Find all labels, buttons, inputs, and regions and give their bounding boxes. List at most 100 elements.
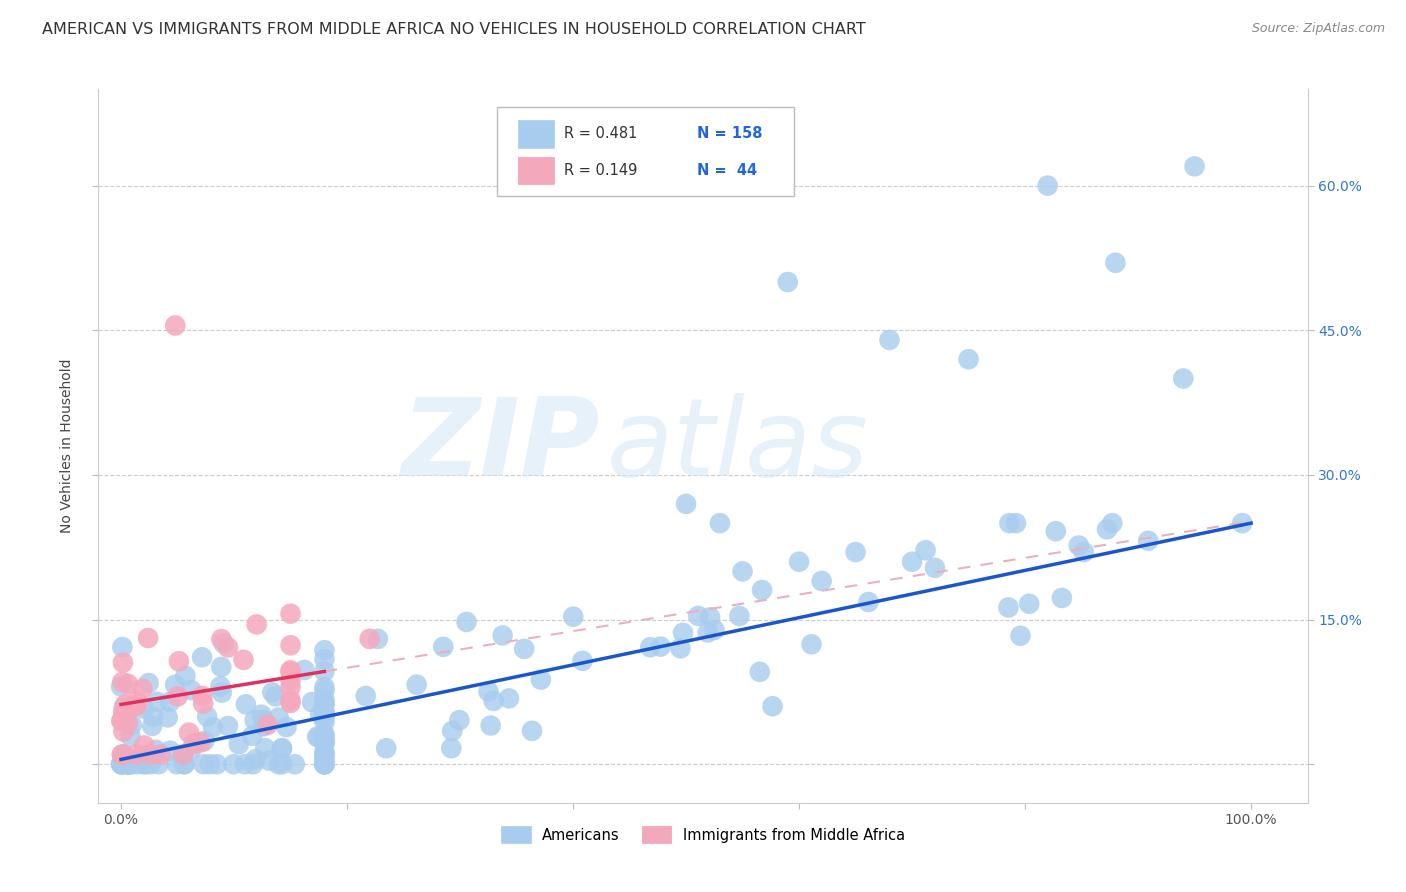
Point	[165, 678, 187, 692]
Point	[121, 718, 143, 732]
Point	[280, 673, 302, 688]
Point	[125, 757, 148, 772]
Point	[308, 731, 330, 745]
Point	[748, 665, 770, 679]
Point	[125, 754, 148, 768]
Point	[1036, 178, 1059, 193]
Point	[314, 747, 336, 761]
Point	[120, 757, 142, 772]
Point	[301, 695, 323, 709]
Point	[235, 698, 257, 712]
Point	[180, 683, 202, 698]
Point	[256, 717, 278, 731]
Point	[314, 733, 336, 747]
Point	[314, 735, 336, 749]
Point	[314, 698, 336, 712]
Point	[139, 757, 162, 772]
Point	[112, 747, 135, 762]
Point	[141, 719, 163, 733]
Point	[117, 757, 139, 772]
Point	[449, 713, 471, 727]
Point	[120, 729, 142, 743]
Point	[998, 516, 1021, 530]
Point	[314, 706, 336, 721]
Point	[183, 737, 205, 751]
Point	[250, 707, 273, 722]
Point	[354, 689, 377, 703]
Point	[314, 752, 336, 766]
Point	[562, 609, 585, 624]
Point	[132, 757, 155, 772]
Point	[314, 757, 336, 772]
Point	[314, 683, 336, 698]
Point	[172, 747, 194, 762]
Point	[924, 561, 946, 575]
Point	[359, 632, 381, 646]
Point	[477, 684, 499, 698]
Point	[125, 694, 148, 708]
Point	[146, 695, 169, 709]
Point	[669, 641, 692, 656]
Point	[314, 748, 336, 763]
Point	[776, 275, 799, 289]
Point	[280, 680, 302, 694]
Text: Source: ZipAtlas.com: Source: ZipAtlas.com	[1251, 22, 1385, 36]
Point	[314, 736, 336, 750]
Point	[267, 711, 290, 725]
Point	[314, 708, 336, 723]
Point	[520, 723, 543, 738]
Point	[222, 757, 245, 772]
Point	[650, 640, 672, 654]
Point	[125, 698, 148, 713]
Point	[314, 757, 336, 772]
Point	[217, 640, 239, 655]
Text: ZIP: ZIP	[402, 393, 600, 499]
Point	[728, 609, 751, 624]
Point	[1095, 522, 1118, 536]
Point	[110, 757, 132, 772]
Point	[110, 680, 132, 694]
Point	[233, 757, 256, 772]
Point	[112, 700, 135, 714]
Point	[149, 747, 172, 762]
Point	[314, 729, 336, 743]
Point	[638, 640, 661, 655]
Point	[271, 757, 294, 772]
Point	[193, 697, 215, 711]
Point	[761, 699, 783, 714]
Point	[111, 757, 134, 772]
Point	[267, 757, 290, 772]
Point	[262, 685, 284, 699]
Text: AMERICAN VS IMMIGRANTS FROM MIDDLE AFRICA NO VEHICLES IN HOUSEHOLD CORRELATION C: AMERICAN VS IMMIGRANTS FROM MIDDLE AFRIC…	[42, 22, 866, 37]
Point	[314, 757, 336, 772]
Point	[180, 743, 202, 757]
Point	[115, 757, 138, 772]
Text: N = 158: N = 158	[697, 127, 762, 142]
Point	[1050, 591, 1073, 605]
Point	[1173, 371, 1195, 385]
Point	[264, 690, 287, 704]
Point	[901, 555, 924, 569]
Point	[914, 543, 936, 558]
Point	[117, 757, 139, 772]
Point	[138, 747, 160, 762]
Point	[135, 757, 157, 772]
Point	[314, 680, 336, 694]
Point	[257, 754, 280, 768]
Point	[125, 747, 148, 762]
Point	[800, 637, 823, 651]
Point	[110, 757, 132, 772]
Point	[367, 632, 389, 646]
Point	[314, 704, 336, 718]
Point	[198, 757, 221, 772]
Point	[1137, 533, 1160, 548]
Point	[205, 757, 228, 772]
Point	[858, 595, 880, 609]
Point	[195, 709, 218, 723]
Point	[1184, 159, 1206, 173]
Point	[280, 665, 302, 679]
Point	[209, 632, 232, 647]
Point	[173, 757, 195, 772]
Point	[240, 729, 263, 743]
Point	[271, 741, 294, 756]
